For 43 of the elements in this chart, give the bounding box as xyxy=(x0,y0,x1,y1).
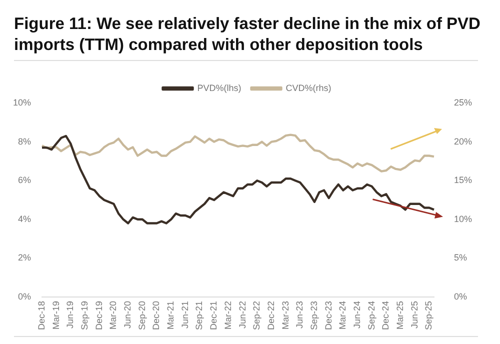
x-tick-label: Sep-19 xyxy=(80,300,90,330)
x-tick-label: Mar-21 xyxy=(166,300,176,330)
x-tick-label: Mar-20 xyxy=(108,300,118,330)
y-tick-label: 6% xyxy=(18,175,32,186)
y2-tick-label: 0% xyxy=(454,291,467,302)
y-tick-label: 8% xyxy=(18,136,32,146)
y2-tick-label: 15% xyxy=(454,175,472,186)
x-tick-label: Jun-24 xyxy=(352,300,362,329)
x-tick-label: Sep-24 xyxy=(366,300,376,330)
x-tick-label: Mar-25 xyxy=(395,300,406,330)
x-tick-label: Jun-21 xyxy=(180,300,190,329)
x-tick-label: Dec-24 xyxy=(380,300,391,330)
x-tick-label: Jun-19 xyxy=(65,300,76,329)
legend-label: PVD%(lhs) xyxy=(197,82,242,93)
x-tick-label: Sep-23 xyxy=(308,300,319,330)
x-tick-label: Mar-24 xyxy=(338,300,348,330)
x-tick-label: Dec-18 xyxy=(36,300,46,330)
y-tick-label: 4% xyxy=(18,214,32,224)
x-tick-label: Mar-22 xyxy=(222,300,233,330)
legend-label: CVD%(rhs) xyxy=(286,82,332,93)
y-tick-label: 10% xyxy=(13,97,32,108)
y2-tick-label: 20% xyxy=(454,136,472,146)
x-tick-label: Jun-22 xyxy=(237,300,248,329)
y-tick-label: 0% xyxy=(18,291,32,302)
x-tick-label: Sep-20 xyxy=(136,300,147,330)
y2-tick-label: 25% xyxy=(454,97,472,108)
x-tick-label: Mar-19 xyxy=(50,300,61,330)
x-tick-label: Dec-19 xyxy=(94,300,104,330)
x-tick-label: Dec-20 xyxy=(151,300,162,330)
y2-tick-label: 10% xyxy=(454,214,472,224)
y-tick-label: 2% xyxy=(18,252,32,263)
x-tick-label: Sep-21 xyxy=(194,300,204,330)
x-tick-label: Mar-23 xyxy=(280,300,290,330)
y2-tick-label: 5% xyxy=(454,252,467,263)
x-tick-label: Sep-22 xyxy=(252,300,262,330)
x-tick-label: Jun-20 xyxy=(122,300,133,329)
x-tick-label: Jun-25 xyxy=(409,300,420,329)
x-tick-label: Dec-22 xyxy=(266,300,276,330)
x-tick-label: Jun-23 xyxy=(294,300,305,329)
x-tick-label: Dec-23 xyxy=(323,300,334,330)
x-tick-label: Dec-21 xyxy=(208,300,219,330)
x-tick-label: Sep-25 xyxy=(424,300,434,330)
chart-title: Figure 11: We see relatively faster decline in the mix of PVD imports (TTM) compared with other deposition tools xyxy=(14,14,482,56)
